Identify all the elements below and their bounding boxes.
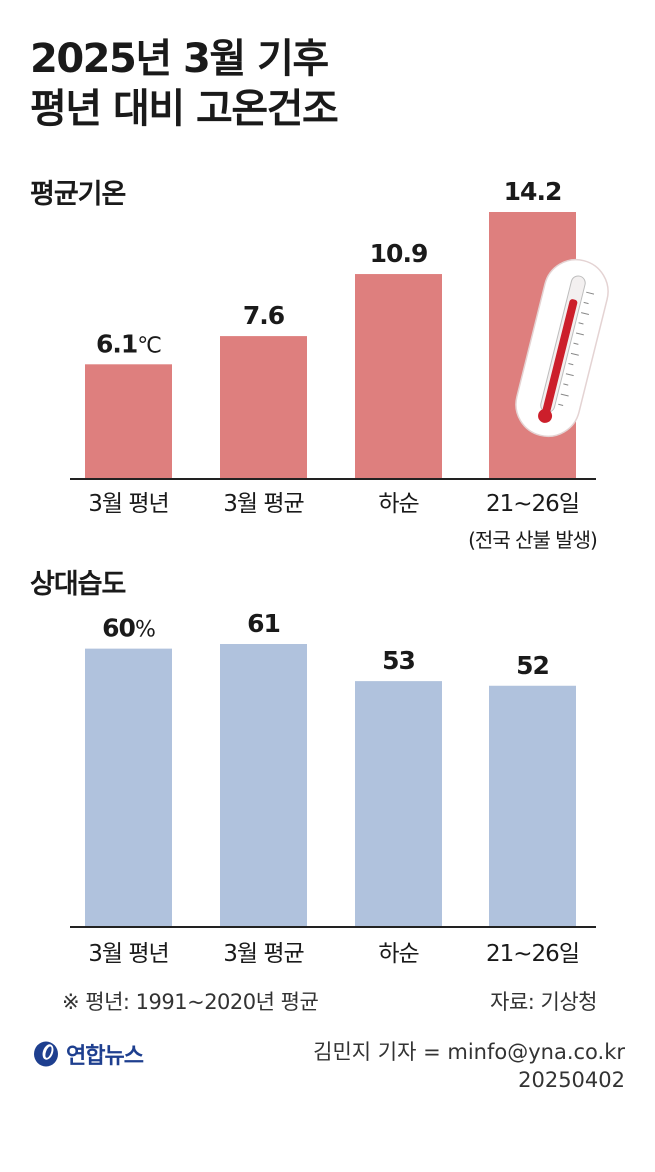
thermometer-mercury [541, 299, 578, 417]
thermometer-tick [570, 352, 579, 356]
thermometer-tick [575, 332, 584, 336]
thermometer-tick [568, 363, 574, 366]
yonhap-logo: 연합뉴스 [32, 1038, 144, 1070]
thermometer-tick [558, 403, 564, 406]
temp-bar-2 [220, 336, 307, 479]
thermometer-tick [583, 301, 589, 305]
thermometer-tick [565, 373, 574, 377]
humidity-bar-1 [85, 648, 172, 927]
temp-value-label-4: 14.2 [504, 177, 562, 206]
humidity-value-label-3: 53 [382, 646, 415, 675]
humidity-value-label-4: 52 [516, 651, 549, 680]
temp-category-label-3: 하순 [378, 491, 418, 517]
page-title: 2025년 3월 기후 평년 대비 고온건조 [30, 34, 339, 134]
reporter-credit: 김민지 기자 = minfo@yna.co.kr [313, 1040, 625, 1064]
title-line-2: 평년 대비 고온건조 [30, 86, 339, 132]
thermometer-tick [560, 393, 569, 397]
temp-value-label-1: 6.1℃ [96, 329, 161, 358]
temp-category-label-2: 3월 평균 [223, 491, 303, 517]
thermometer-tick [581, 312, 590, 315]
thermometer-tick [578, 322, 584, 325]
humidity-category-label-3: 하순 [378, 941, 418, 967]
yonhap-logo-icon [34, 1041, 58, 1067]
humidity-bar-2 [220, 644, 307, 927]
temp-category-sublabel-4: (전국 산불 발생) [468, 528, 597, 552]
temp-bar-3 [355, 274, 442, 479]
humidity-category-label-2: 3월 평균 [223, 941, 303, 967]
title-line-1: 2025년 3월 기후 [30, 36, 329, 82]
humidity-value-label-2: 61 [247, 609, 280, 638]
thermometer-icon [515, 258, 609, 438]
footnote: ※ 평년: 1991~2020년 평균 [62, 990, 319, 1014]
source-label: 자료: 기상청 [490, 990, 597, 1014]
temp-category-label-1: 3월 평년 [88, 491, 168, 517]
humidity-bar-4 [489, 685, 576, 927]
temp-value-label-3: 10.9 [370, 239, 428, 268]
thermometer-bulb [538, 408, 553, 423]
thermometer-tick [573, 342, 579, 345]
temp-value-label-2: 7.6 [243, 301, 285, 330]
logo-text: 연합뉴스 [66, 1044, 144, 1069]
temp-unit-label: ℃ [137, 333, 161, 358]
humidity-value-label-1: 60% [102, 614, 155, 643]
publish-date: 20250402 [518, 1068, 625, 1092]
temp-bar-1 [85, 364, 172, 479]
credit: 김민지 기자 = minfo@yna.co.kr 20250402 [313, 1038, 625, 1094]
temperature-chart-title: 평균기온 [30, 179, 126, 210]
thermometer-tick [586, 291, 595, 295]
humidity-category-label-4: 21~26일 [486, 941, 579, 967]
humidity-bar-3 [355, 681, 442, 927]
humidity-unit-label: % [135, 618, 155, 643]
humidity-category-label-1: 3월 평년 [88, 941, 168, 967]
thermometer-tick [563, 383, 569, 386]
humidity-chart-title: 상대습도 [30, 569, 126, 600]
temp-category-label-4: 21~26일 [486, 491, 579, 517]
